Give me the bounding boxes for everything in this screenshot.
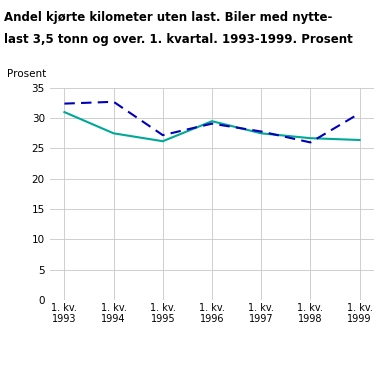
Text: last 3,5 tonn og over. 1. kvartal. 1993-1999. Prosent: last 3,5 tonn og over. 1. kvartal. 1993-… xyxy=(4,33,353,46)
Text: Andel kjørte kilometer uten last. Biler med nytte-: Andel kjørte kilometer uten last. Biler … xyxy=(4,11,332,24)
Legend: Leietransport, Egentransport: Leietransport, Egentransport xyxy=(103,365,321,366)
Text: Prosent: Prosent xyxy=(8,69,47,79)
